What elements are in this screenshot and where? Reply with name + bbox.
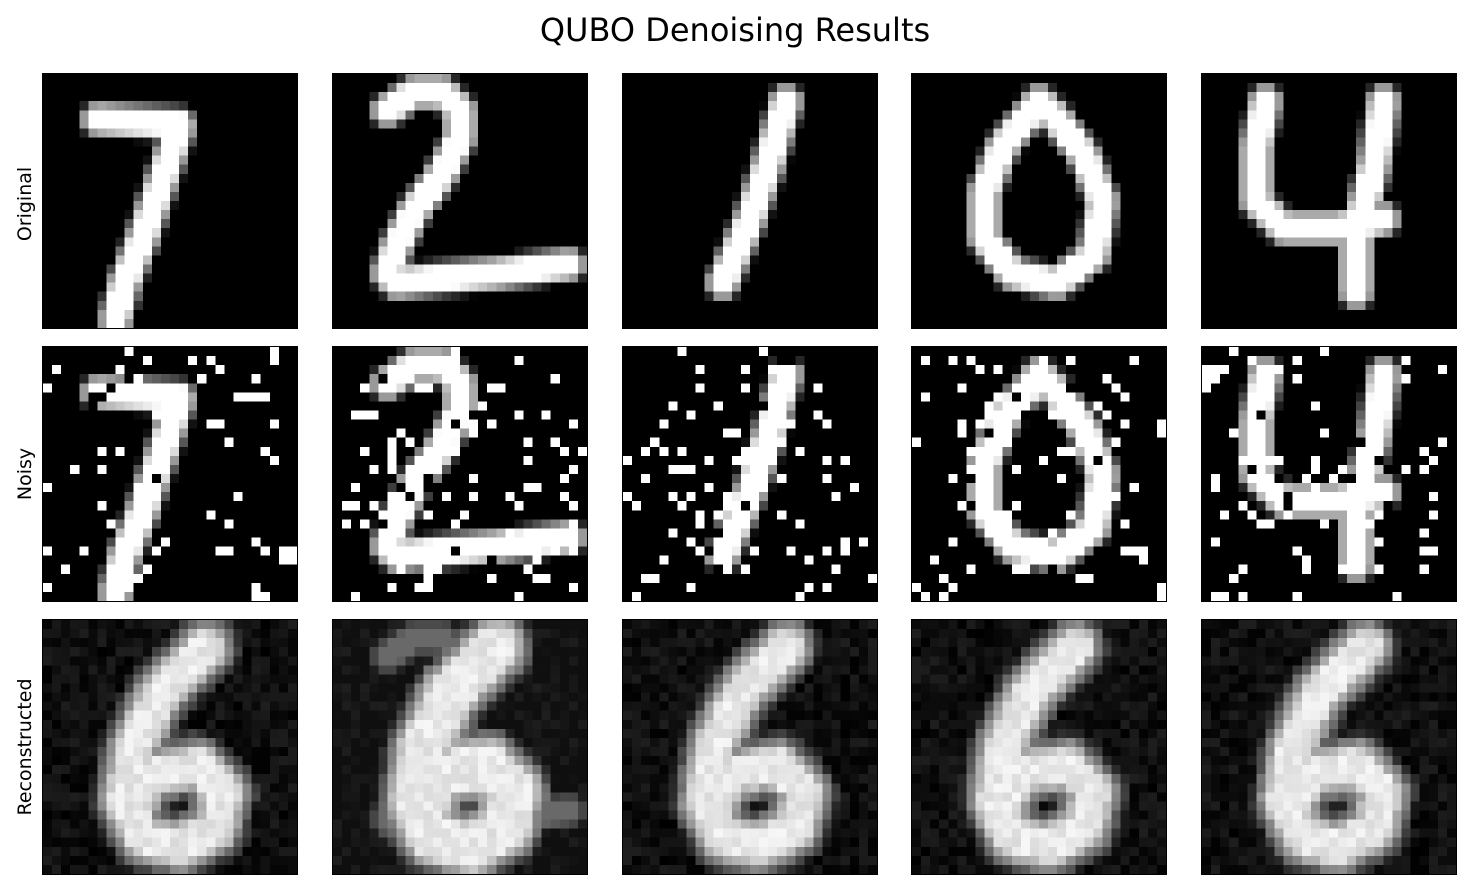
reconstructed-canvas-3: [623, 620, 877, 874]
noisy-image-5: [1201, 346, 1457, 602]
reconstructed-image-1: [42, 619, 298, 875]
noisy-image-2: [332, 346, 588, 602]
noisy-canvas-5: [1202, 347, 1456, 601]
noisy-image-4: [911, 346, 1167, 602]
original-image-5: [1201, 73, 1457, 329]
original-image-3: [622, 73, 878, 329]
noisy-canvas-4: [912, 347, 1166, 601]
noisy-canvas-3: [623, 347, 877, 601]
reconstructed-canvas-4: [912, 620, 1166, 874]
noisy-image-1: [42, 346, 298, 602]
row-label-noisy: Noisy: [14, 447, 36, 501]
original-canvas-3: [623, 74, 877, 328]
original-image-2: [332, 73, 588, 329]
reconstructed-canvas-1: [43, 620, 297, 874]
reconstructed-image-5: [1201, 619, 1457, 875]
original-canvas-4: [912, 74, 1166, 328]
noisy-canvas-1: [43, 347, 297, 601]
reconstructed-canvas-2: [333, 620, 587, 874]
original-canvas-2: [333, 74, 587, 328]
reconstructed-image-4: [911, 619, 1167, 875]
original-canvas-1: [43, 74, 297, 328]
noisy-image-3: [622, 346, 878, 602]
row-label-reconstructed: Reconstructed: [14, 678, 36, 816]
original-image-4: [911, 73, 1167, 329]
original-canvas-5: [1202, 74, 1456, 328]
original-image-1: [42, 73, 298, 329]
figure-title: QUBO Denoising Results: [539, 11, 931, 49]
noisy-canvas-2: [333, 347, 587, 601]
row-label-original: Original: [14, 166, 36, 242]
reconstructed-image-2: [332, 619, 588, 875]
reconstructed-image-3: [622, 619, 878, 875]
reconstructed-canvas-5: [1202, 620, 1456, 874]
